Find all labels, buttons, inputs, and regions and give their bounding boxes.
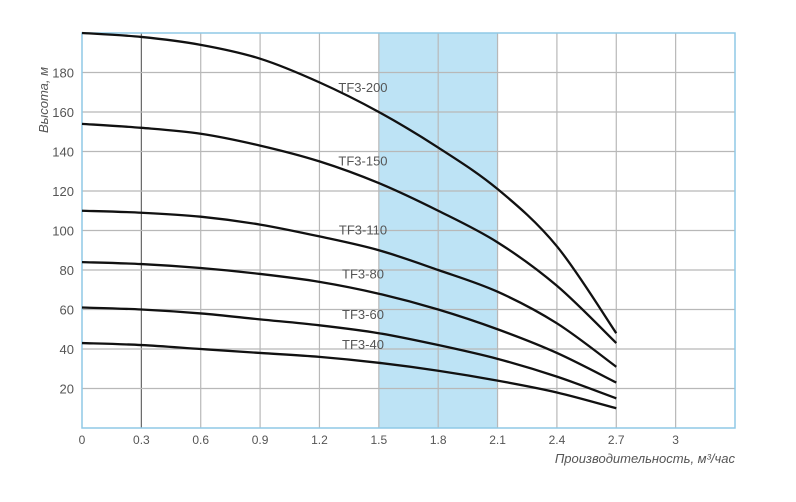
y-tick-label: 180 xyxy=(52,66,74,81)
series-label: TF3-80 xyxy=(342,267,384,282)
y-tick-label: 100 xyxy=(52,224,74,239)
y-tick-label: 20 xyxy=(60,382,74,397)
x-tick-label: 2.7 xyxy=(608,433,625,447)
series-label: TF3-60 xyxy=(342,307,384,322)
series-label: TF3-110 xyxy=(339,223,387,238)
x-tick-label: 0.3 xyxy=(133,433,150,447)
x-tick-label: 2.1 xyxy=(489,433,506,447)
x-axis-label: Производительность, м³/час xyxy=(555,451,736,466)
x-tick-label: 2.4 xyxy=(549,433,566,447)
curve-tf3-150 xyxy=(81,122,618,344)
x-tick-label: 1.8 xyxy=(430,433,447,447)
y-tick-label: 60 xyxy=(60,303,74,318)
x-tick-label: 1.2 xyxy=(311,433,328,447)
y-tick-label: 160 xyxy=(52,105,74,120)
series-label: TF3-40 xyxy=(342,337,384,352)
series-label: TF3-200 xyxy=(338,80,387,95)
y-tick-label: 40 xyxy=(60,342,74,357)
series-label: TF3-150 xyxy=(338,153,387,168)
curve-tf3-40 xyxy=(81,341,617,410)
x-tick-label: 1.5 xyxy=(370,433,387,447)
curve-tf3-110 xyxy=(81,209,617,368)
curve-tf3-200 xyxy=(81,31,618,334)
y-axis-label: Высота, м xyxy=(36,67,51,133)
y-tick-label: 140 xyxy=(52,145,74,160)
x-tick-label: 0.9 xyxy=(252,433,269,447)
x-tick-label: 3 xyxy=(672,433,679,447)
x-tick-label: 0 xyxy=(79,433,86,447)
x-tick-label: 0.6 xyxy=(192,433,209,447)
curve-tf3-60 xyxy=(81,306,617,400)
plot-border xyxy=(81,32,736,429)
curve-tf3-80 xyxy=(81,260,617,384)
y-tick-label: 80 xyxy=(60,263,74,278)
y-tick-label: 120 xyxy=(52,184,74,199)
